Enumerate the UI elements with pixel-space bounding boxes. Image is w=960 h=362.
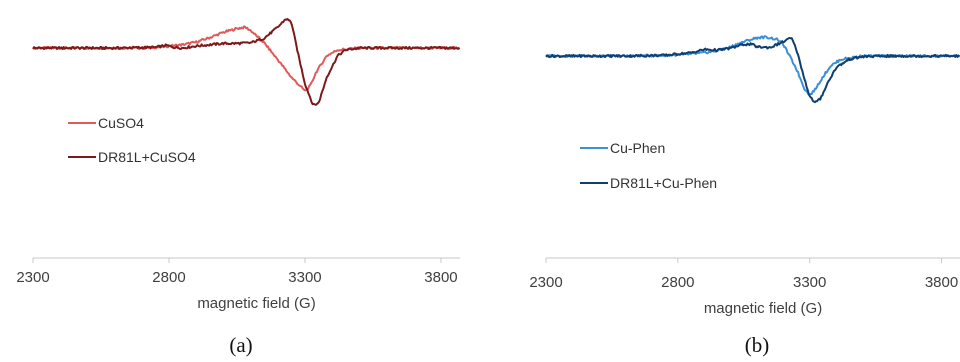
legend-label: DR81L+CuSO4: [98, 149, 196, 165]
x-tick-label: 2800: [661, 274, 694, 291]
x-tick-label: 3800: [424, 269, 457, 286]
x-tick-label: 3800: [925, 274, 958, 291]
x-axis-label: magnetic field (G): [704, 300, 822, 317]
legend-label: Cu-Phen: [610, 140, 665, 156]
x-tick-label: 2300: [16, 269, 49, 286]
legend-label: CuSO4: [98, 115, 144, 131]
series-line-dr81l-cu-phen: [545, 36, 960, 104]
series-line-cuso4: [32, 25, 460, 92]
x-tick-label: 2300: [529, 274, 562, 291]
x-tick-label: 3300: [288, 269, 321, 286]
panel-a-chart: 2300 2800 3300 3800 magnetic field (G) (a) CuS…: [16, 18, 461, 357]
legend-label: DR81L+Cu-Phen: [610, 175, 717, 191]
x-axis-label: magnetic field (G): [197, 295, 315, 312]
series-line-dr81l-cuso4: [32, 18, 461, 106]
x-tick-label: 3300: [793, 274, 826, 291]
panel-caption: (b): [745, 333, 770, 357]
panel-caption: (a): [229, 333, 252, 357]
x-tick-label: 2800: [152, 269, 185, 286]
panel-b-chart: 2300 2800 3300 3800 magnetic field (G) (b) Cu-…: [529, 35, 960, 357]
